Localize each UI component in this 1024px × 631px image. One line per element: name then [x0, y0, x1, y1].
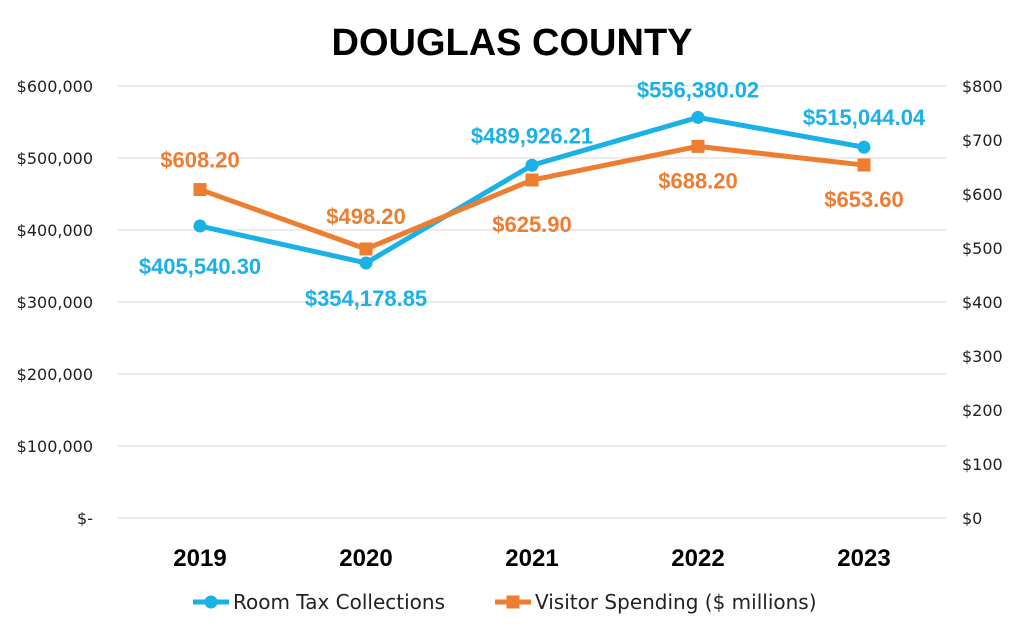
- gridlines: [117, 85, 947, 519]
- data-label: $625.90: [492, 212, 572, 237]
- right-tick-label: $0: [962, 509, 982, 528]
- left-tick-label: $600,000: [17, 77, 93, 96]
- left-tick-label: $500,000: [17, 149, 93, 168]
- legend-label: Visitor Spending ($ millions): [535, 590, 817, 614]
- category-label: 2022: [671, 545, 724, 572]
- data-label: $498.20: [326, 204, 406, 229]
- left-tick-label: $200,000: [17, 365, 93, 384]
- legend-marker: [506, 595, 520, 609]
- legend: Room Tax Collections Visitor Spending ($ …: [193, 590, 817, 614]
- point-2: [857, 158, 871, 172]
- data-label: $556,380.02: [637, 77, 759, 102]
- chart-title: DOUGLAS COUNTY: [332, 22, 693, 64]
- right-axis: $0 $100 $200 $300 $400 $500 $600 $700 $800: [962, 77, 1003, 528]
- left-axis: $- $100,000 $200,000 $300,000 $400,000 $500,0…: [17, 77, 93, 528]
- right-tick-label: $600: [962, 185, 1003, 204]
- point-1: [193, 219, 207, 233]
- data-label: $608.20: [160, 148, 240, 173]
- left-tick-label: $400,000: [17, 221, 93, 240]
- right-tick-label: $300: [962, 347, 1003, 366]
- point-1: [525, 158, 539, 172]
- point-1: [691, 110, 705, 124]
- x-axis: 2019 2020 2021 2022 2023: [173, 545, 890, 572]
- point-1: [359, 256, 373, 270]
- point-2: [359, 242, 373, 256]
- point-2: [691, 139, 705, 153]
- legend-label: Room Tax Collections: [233, 590, 445, 614]
- left-tick-label: $100,000: [17, 437, 93, 456]
- data-labels: $405,540.30 $354,178.85 $489,926.21 $556,38…: [139, 77, 926, 311]
- data-label: $653.60: [824, 187, 904, 212]
- category-label: 2021: [505, 545, 558, 572]
- data-label: $688.20: [658, 168, 738, 193]
- left-tick-label: $300,000: [17, 293, 93, 312]
- category-label: 2020: [339, 545, 392, 572]
- category-label: 2019: [173, 545, 226, 572]
- category-label: 2023: [837, 545, 890, 572]
- left-tick-label: $-: [77, 509, 93, 528]
- point-2: [525, 173, 539, 187]
- right-tick-label: $200: [962, 401, 1003, 420]
- data-label: $489,926.21: [471, 123, 593, 148]
- right-tick-label: $800: [962, 77, 1003, 96]
- point-1: [857, 140, 871, 154]
- data-label: $405,540.30: [139, 254, 261, 279]
- right-tick-label: $700: [962, 131, 1003, 150]
- data-label: $515,044.04: [803, 105, 926, 130]
- right-tick-label: $400: [962, 293, 1003, 312]
- point-2: [193, 183, 207, 197]
- right-tick-label: $500: [962, 239, 1003, 258]
- legend-marker: [204, 595, 218, 609]
- data-label: $354,178.85: [305, 286, 427, 311]
- series-group: [193, 110, 871, 270]
- right-tick-label: $100: [962, 455, 1003, 474]
